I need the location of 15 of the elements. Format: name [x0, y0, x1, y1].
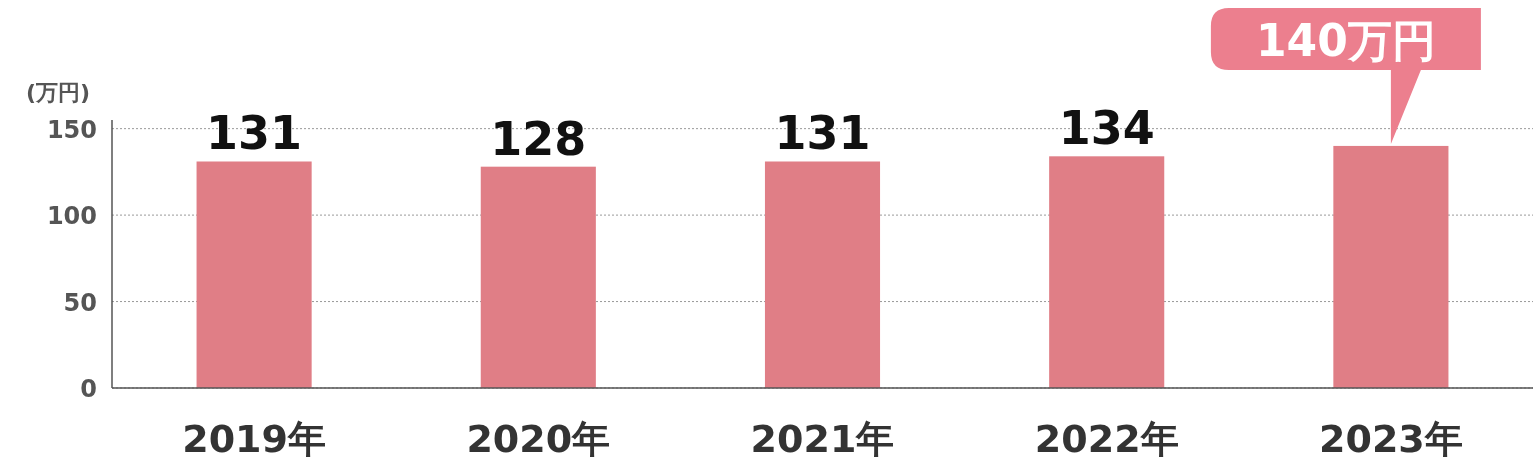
data-label: 128: [490, 111, 587, 166]
x-tick-label: 2020年: [466, 417, 611, 457]
x-tick-label: 2019年: [182, 417, 326, 457]
annotation: 140万円: [1255, 15, 1436, 66]
x-tick-label: 2021年: [750, 417, 895, 457]
y-tick-label: 100: [46, 202, 97, 231]
y-tick-label: 150: [46, 115, 97, 144]
y-tick-label: 0: [80, 375, 97, 403]
y-tick-label: 50: [63, 288, 97, 317]
x-tick-label: 2023年: [1319, 417, 1463, 457]
data-label: 131: [206, 106, 303, 161]
y-axis-title: (万円): [25, 80, 91, 105]
data-label: 131: [774, 106, 871, 161]
x-tick-label: 2022年: [1034, 417, 1179, 457]
data-label: 134: [1058, 101, 1155, 156]
